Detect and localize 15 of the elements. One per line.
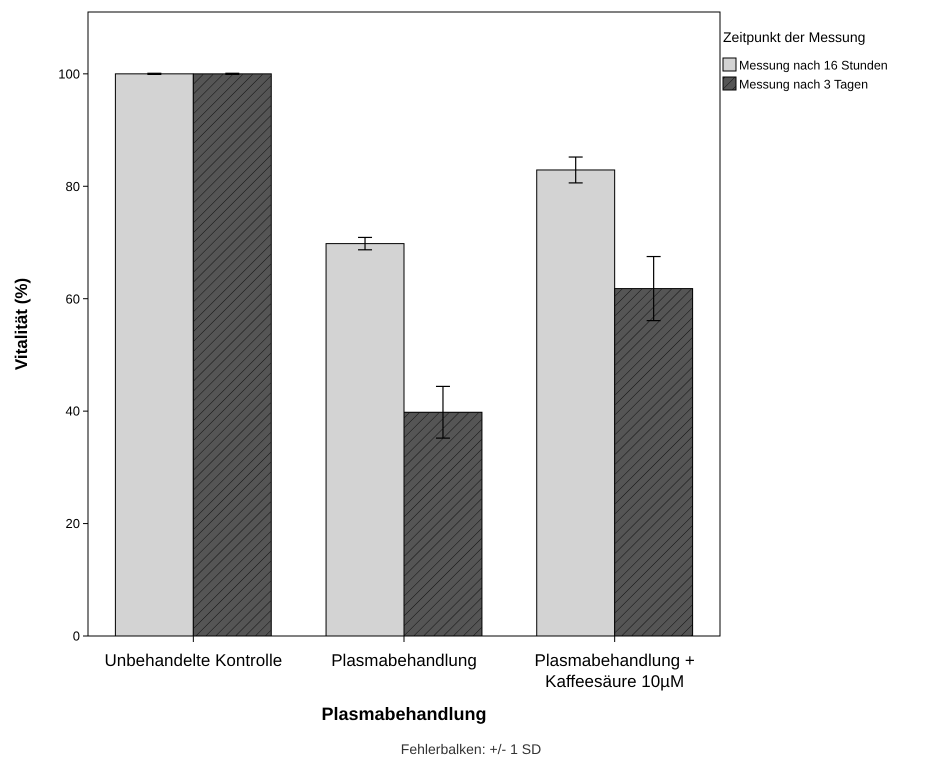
- legend-label: Messung nach 3 Tagen: [739, 77, 868, 92]
- y-axis-title: Vitalität (%): [12, 278, 31, 370]
- y-tick-label: 100: [58, 66, 80, 82]
- legend-title: Zeitpunkt der Messung: [723, 29, 866, 45]
- x-tick-label: Plasmabehandlung + Kaffeesäure 10µM: [534, 651, 695, 691]
- y-tick-label: 0: [72, 628, 80, 644]
- y-tick-label: 20: [66, 516, 80, 532]
- text: Fehlerbalken: +/- 1 SD: [400, 741, 542, 757]
- y-tick-label: 60: [66, 291, 80, 306]
- x-tick-label: Unbehandelte Kontrolle: [104, 651, 282, 670]
- y-tick-label: 80: [66, 178, 80, 194]
- x-tick-label: Plasmabehandlung: [331, 651, 477, 670]
- x-axis-title: Plasmabehandlung: [321, 704, 487, 724]
- legend-label: Messung nach 16 Stunden: [739, 58, 888, 72]
- y-tick-label: 40: [66, 404, 80, 419]
